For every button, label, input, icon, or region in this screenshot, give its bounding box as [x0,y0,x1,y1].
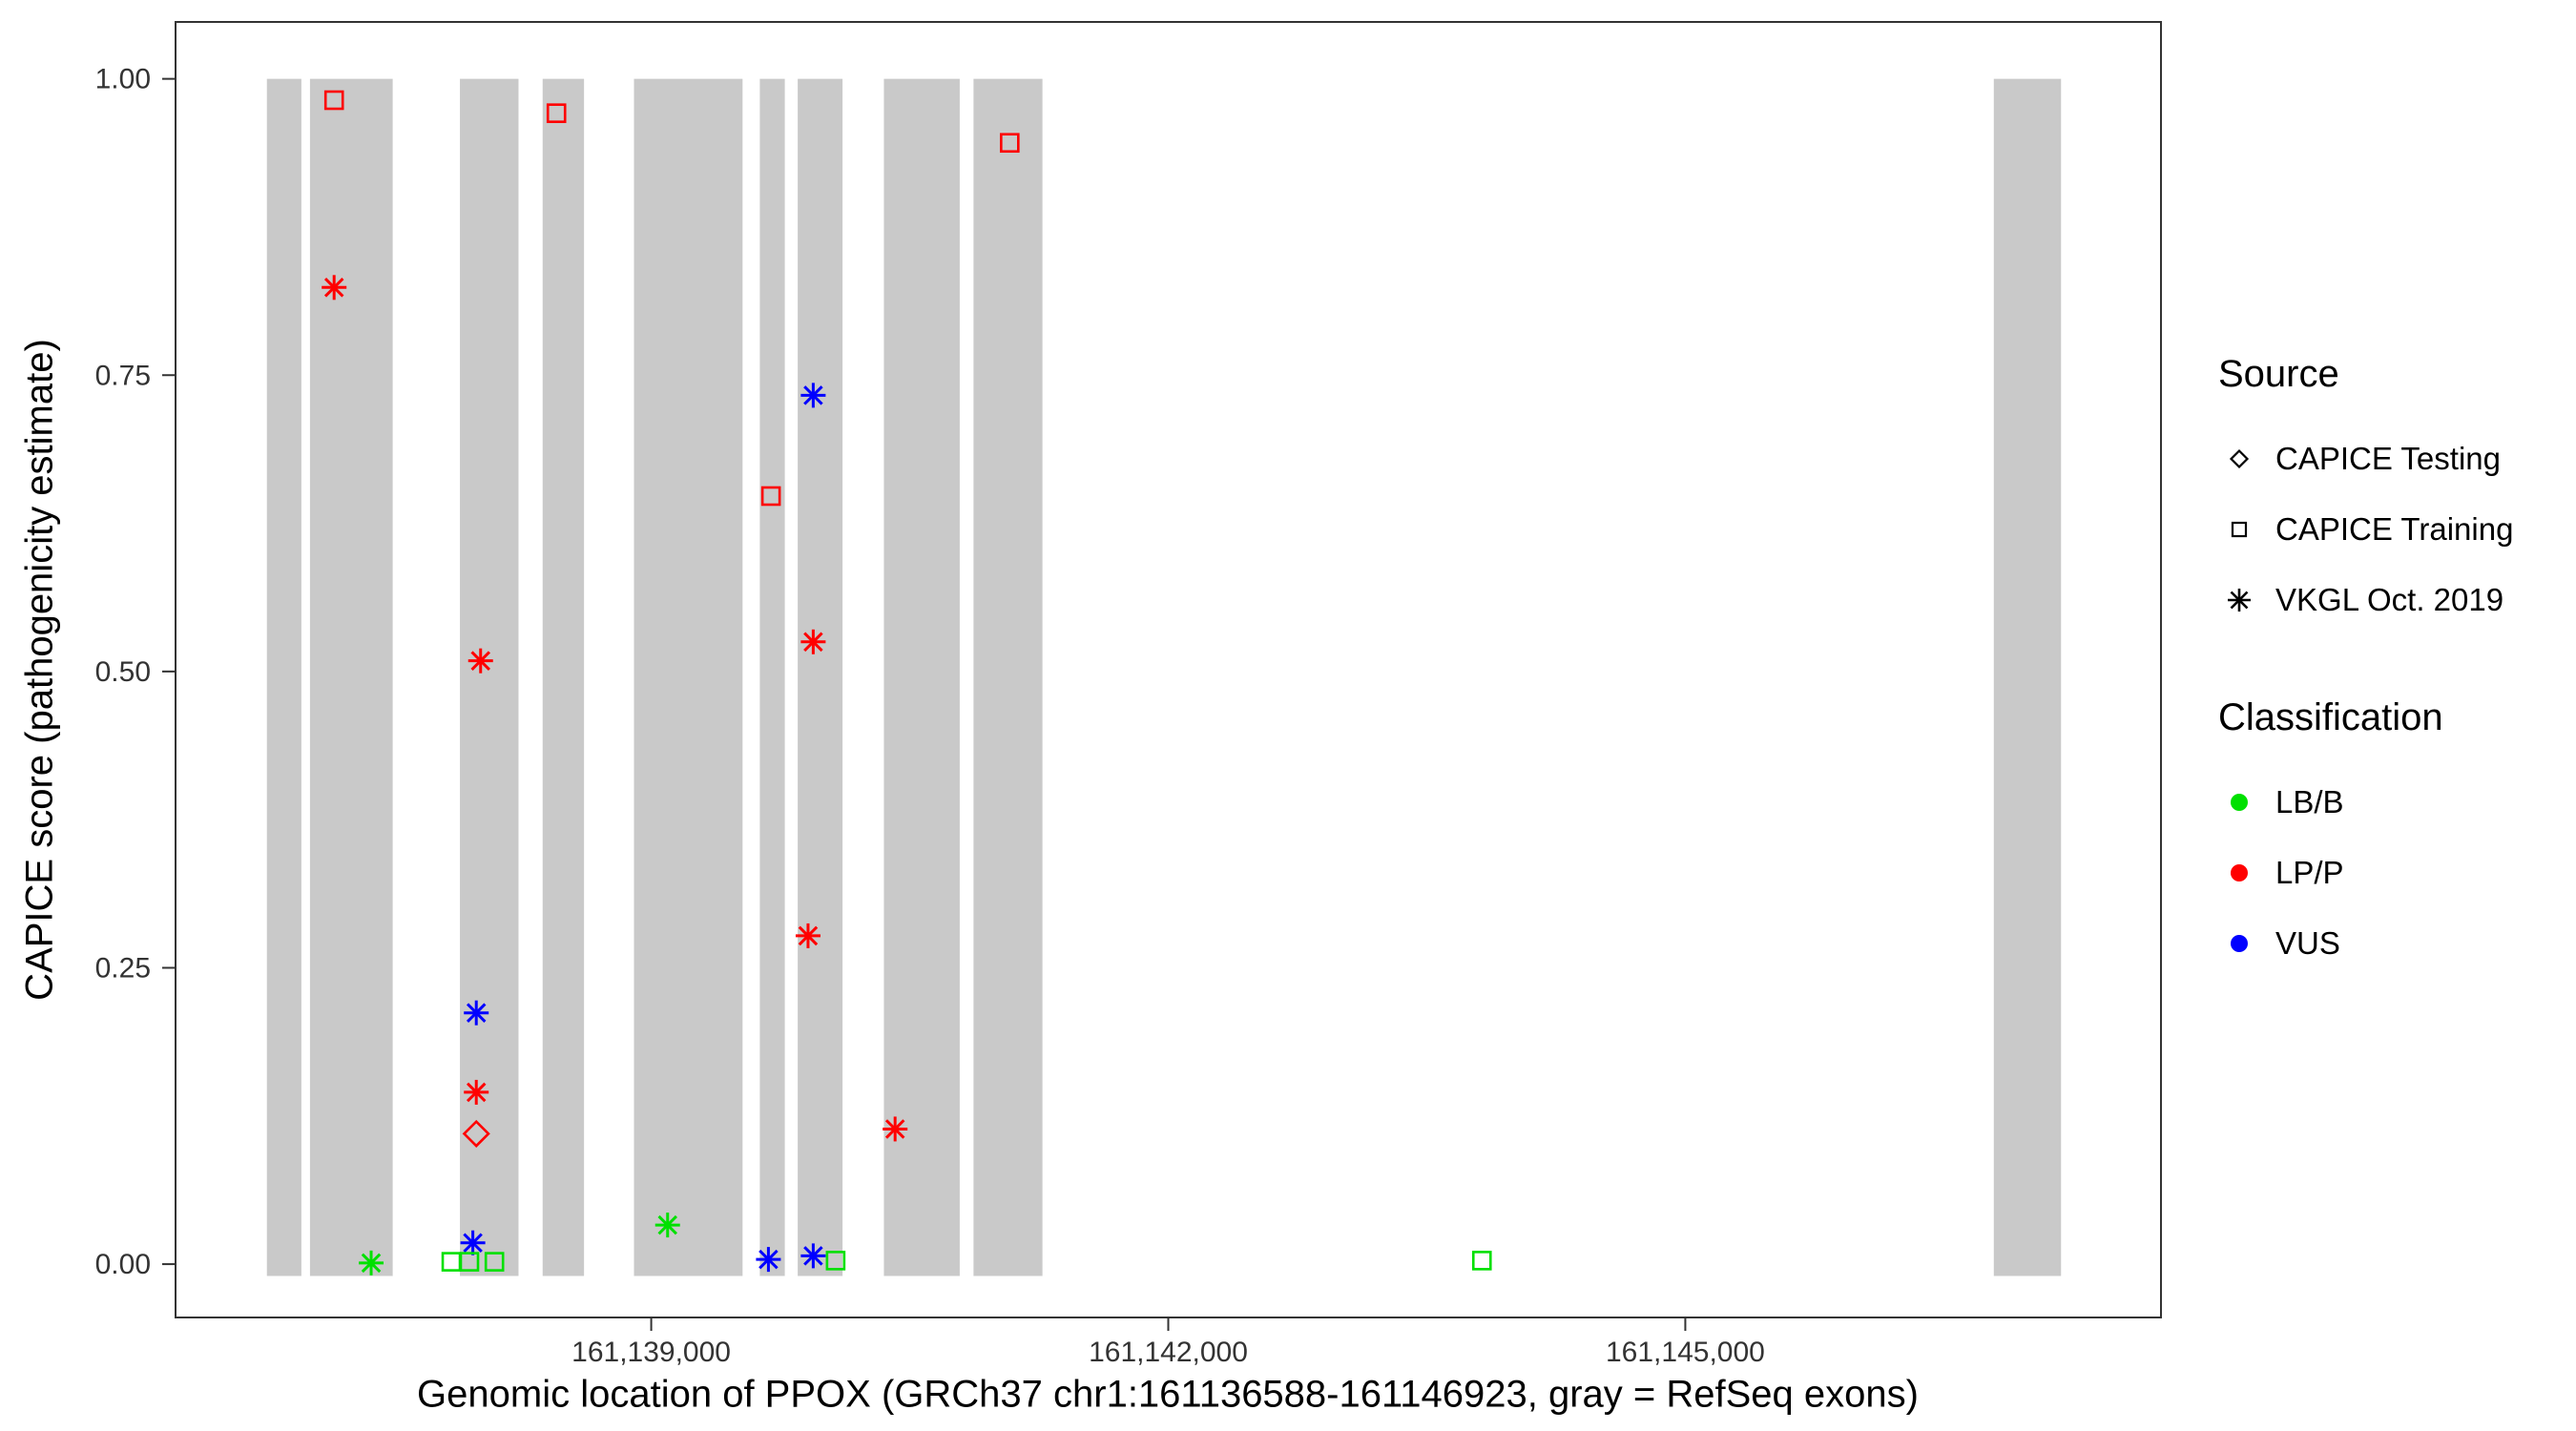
data-point-asterisk [803,632,823,653]
legend-item-vkgl: VKGL Oct. 2019 [2218,565,2513,635]
red-dot-icon [2218,857,2260,889]
data-point-square [760,486,781,507]
data-point-asterisk [470,651,490,671]
data-point-square [484,1252,505,1272]
legend-item-capice-training: CAPICE Training [2218,494,2513,565]
asterisk-icon [2218,584,2260,616]
diamond-icon [2218,443,2260,475]
y-tick-label: 0.25 [95,952,151,984]
data-point-square [1000,133,1020,154]
data-point-square [459,1252,480,1272]
exon-bar [883,78,960,1276]
legend-item-label: VUS [2275,925,2340,961]
legend: Source CAPICE Testing CAPICE Training [2218,351,2513,979]
green-dot-icon [2218,786,2260,819]
x-axis-title: Genomic location of PPOX (GRCh37 chr1:16… [417,1373,1919,1416]
legend-item-lbb: LB/B [2218,767,2513,838]
exon-bar [460,78,519,1276]
exon-bar [266,78,301,1276]
data-point-asterisk [323,278,344,298]
exon-bar [634,78,743,1276]
data-point-diamond [462,1119,490,1148]
x-tick-label: 161,139,000 [571,1337,731,1368]
x-tick-label: 161,142,000 [1089,1337,1248,1368]
data-point-asterisk [798,925,819,946]
legend-source-title: Source [2218,353,2339,395]
exon-bar [973,78,1043,1276]
exon-bar [542,78,585,1276]
legend-source-group: Source CAPICE Testing CAPICE Training [2218,351,2513,635]
y-tick-label: 0.00 [95,1249,151,1280]
data-point-asterisk [361,1253,382,1274]
exon-bar [798,78,843,1276]
data-point-asterisk [466,1082,487,1103]
data-point-asterisk [803,385,823,405]
y-axis-title: CAPICE score (pathogenicity estimate) [18,339,61,1001]
legend-classification-group: Classification LB/B LP/P VUS [2218,695,2513,979]
data-point-square [825,1251,846,1271]
data-point-asterisk [657,1214,677,1235]
data-point-asterisk [884,1119,905,1139]
x-tick-label: 161,145,000 [1606,1337,1765,1368]
y-tick-label: 1.00 [95,64,151,95]
data-point-square [1471,1251,1492,1271]
legend-item-label: LB/B [2275,784,2344,819]
legend-item-label: CAPICE Training [2275,511,2514,547]
square-icon [2218,513,2260,546]
blue-dot-icon [2218,927,2260,960]
data-point-square [441,1252,462,1272]
y-tick-label: 0.75 [95,360,151,391]
data-point-asterisk [803,1246,823,1266]
exon-bar [309,78,393,1276]
data-point-square [323,90,344,111]
legend-item-capice-testing: CAPICE Testing [2218,424,2513,494]
legend-item-lpp: LP/P [2218,838,2513,908]
legend-gap [2218,635,2513,695]
exon-bar [759,78,785,1276]
data-point-asterisk [463,1233,483,1253]
data-point-asterisk [466,1003,487,1023]
data-point-square [546,103,567,123]
legend-item-vus: VUS [2218,908,2513,979]
exon-bar [1993,78,2062,1276]
y-tick-label: 0.50 [95,656,151,688]
legend-classification-title: Classification [2218,696,2443,738]
legend-item-label: VKGL Oct. 2019 [2275,582,2504,617]
legend-item-label: LP/P [2275,855,2344,890]
data-point-asterisk [758,1249,779,1270]
legend-item-label: CAPICE Testing [2275,441,2501,476]
